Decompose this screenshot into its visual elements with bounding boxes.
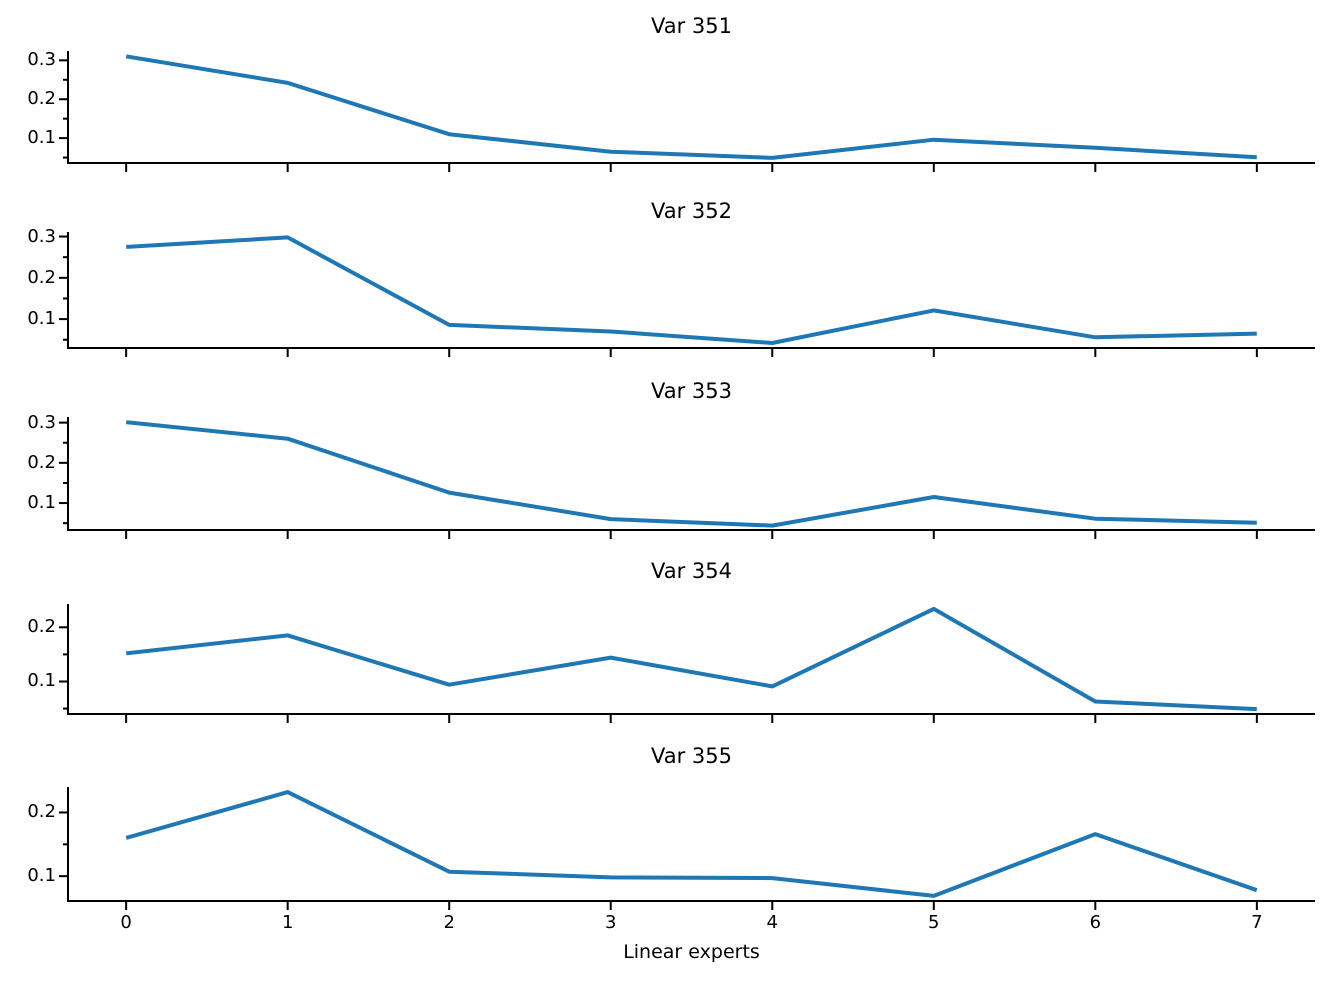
y-tick-label: 0.2 bbox=[27, 266, 56, 288]
y-tick-label: 0.1 bbox=[27, 865, 56, 887]
x-tick-label: 5 bbox=[928, 912, 940, 933]
data-line-var-351 bbox=[125, 54, 1257, 160]
x-tick-label: 4 bbox=[766, 912, 778, 933]
y-tick-label: 0.2 bbox=[27, 88, 56, 110]
plot-area-var-351 bbox=[59, 51, 1315, 172]
subplot-title-var-352: Var 352 bbox=[651, 199, 732, 223]
plot-area-var-353 bbox=[59, 417, 1315, 539]
y-tick-label: 0.1 bbox=[27, 308, 56, 330]
y-tick-label: 0.1 bbox=[27, 127, 56, 149]
y-tick-label: 0.2 bbox=[27, 801, 56, 823]
plot-area-var-352 bbox=[59, 232, 1315, 357]
subplot-title-var-354: Var 354 bbox=[651, 559, 732, 583]
plot-area-var-355 bbox=[59, 787, 1315, 910]
x-tick-label: 7 bbox=[1251, 912, 1263, 933]
y-tick-label: 0.1 bbox=[27, 492, 56, 514]
subplot-title-var-351: Var 351 bbox=[651, 14, 732, 38]
x-tick-label: 6 bbox=[1089, 912, 1102, 933]
y-tick-label: 0.2 bbox=[27, 616, 56, 638]
y-tick-label: 0.3 bbox=[27, 411, 56, 433]
data-line-var-355 bbox=[125, 790, 1258, 898]
x-tick-label: 1 bbox=[281, 912, 294, 933]
x-axis-label: Linear experts bbox=[623, 941, 760, 963]
x-tick-label: 2 bbox=[443, 912, 455, 933]
data-line-var-354 bbox=[125, 606, 1257, 712]
plot-area-var-354 bbox=[59, 604, 1315, 723]
y-tick-label: 0.1 bbox=[27, 670, 56, 692]
data-line-var-353 bbox=[125, 420, 1257, 528]
y-tick-label: 0.3 bbox=[27, 225, 56, 247]
subplot-title-var-355: Var 355 bbox=[651, 744, 732, 768]
x-tick-label: 3 bbox=[605, 912, 617, 933]
y-tick-label: 0.3 bbox=[27, 49, 56, 71]
subplot-title-var-353: Var 353 bbox=[651, 379, 732, 403]
x-tick-label: 0 bbox=[120, 912, 132, 933]
y-tick-label: 0.2 bbox=[27, 451, 56, 473]
data-line-var-352 bbox=[126, 235, 1257, 345]
